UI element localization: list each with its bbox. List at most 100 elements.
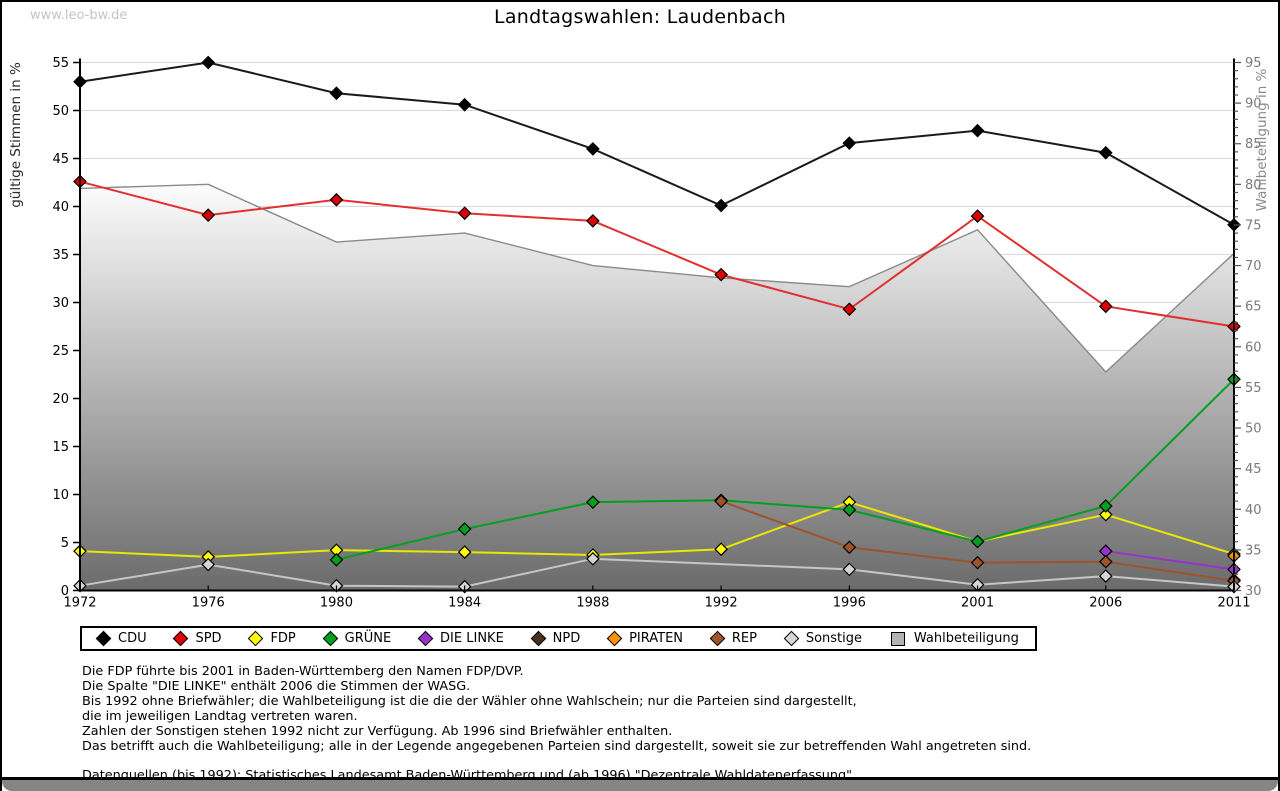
legend-item-die-linke: DIE LINKE — [417, 630, 504, 647]
x-tick-label: 1992 — [705, 596, 738, 611]
right-tick-label: 95 — [1245, 56, 1262, 71]
data-point-cdu — [457, 97, 472, 112]
legend-label: SPD — [195, 631, 222, 646]
left-tick-label: 55 — [52, 56, 69, 71]
legend-label: GRÜNE — [344, 631, 392, 646]
watermark: www.leo-bw.de — [30, 8, 128, 23]
legend-item-spd: SPD — [173, 630, 222, 647]
legend-diamond-cdu — [95, 630, 112, 647]
data-point-gr-ne — [1098, 499, 1113, 513]
data-point-cdu — [329, 86, 344, 101]
right-tick-label: 55 — [1245, 381, 1262, 396]
left-tick-label: 30 — [52, 296, 69, 311]
footnote-line: Zahlen der Sonstigen stehen 1992 nicht z… — [82, 723, 673, 739]
legend-square-wahlbeteiligung — [890, 631, 905, 646]
left-tick-label: 45 — [52, 152, 69, 167]
series-line-cdu — [79, 61, 1235, 226]
footnote-line: Das betrifft auch die Wahlbeteiligung; a… — [82, 738, 1032, 754]
right-tick-label: 65 — [1245, 300, 1262, 315]
right-tick-label: 90 — [1245, 97, 1262, 112]
series-line-fdp — [79, 501, 1235, 558]
window-bottom-frame — [2, 777, 1278, 791]
right-tick-label: 75 — [1245, 218, 1262, 233]
x-tick-label: 1988 — [576, 596, 609, 611]
legend-item-gr-ne: GRÜNE — [322, 630, 392, 647]
left-tick-label: 25 — [52, 344, 69, 359]
left-axis-title: gültige Stimmen in % — [8, 62, 24, 208]
left-tick-label: 15 — [52, 440, 69, 455]
data-point-cdu — [970, 123, 985, 138]
right-tick-label: 30 — [1245, 584, 1262, 599]
data-point-rep — [842, 540, 857, 555]
footnotes: Die FDP führte bis 2001 in Baden-Württem… — [82, 664, 1032, 784]
x-tick-label: 1996 — [833, 596, 866, 611]
left-tick-label: 35 — [52, 248, 69, 263]
legend-label: NPD — [552, 631, 581, 646]
data-point-gr-ne — [457, 522, 472, 536]
legend-label: DIE LINKE — [440, 631, 504, 646]
data-point-cdu — [1098, 145, 1113, 160]
data-point-cdu — [714, 198, 728, 213]
legend-diamond-gr-ne — [322, 630, 338, 647]
x-tick-label: 2011 — [1217, 596, 1250, 611]
right-tick-label: 50 — [1245, 422, 1262, 437]
data-point-spd — [201, 208, 216, 222]
legend-label: REP — [731, 631, 757, 646]
turnout-outline — [79, 183, 1235, 373]
data-point-spd — [970, 209, 985, 223]
data-point-spd — [1098, 299, 1113, 314]
data-point-gr-ne — [842, 503, 857, 517]
legend-label: CDU — [118, 631, 147, 646]
legend-diamond-rep — [709, 630, 726, 647]
data-point-spd — [842, 302, 857, 317]
legend-diamond-npd — [530, 630, 546, 647]
legend-item-fdp: FDP — [248, 630, 296, 647]
legend-label: Sonstige — [805, 631, 863, 646]
legend-label: FDP — [270, 631, 296, 646]
legend-item-wahlbeteiligung: Wahlbeteiligung — [890, 631, 1019, 646]
x-tick-label: 2001 — [961, 596, 994, 611]
legend-diamond-sonstige — [783, 630, 800, 647]
x-tick-label: 1984 — [448, 596, 481, 611]
legend-label: PIRATEN — [629, 631, 684, 646]
data-point-gr-ne — [586, 495, 600, 510]
data-point-cdu — [842, 136, 857, 150]
legend-item-cdu: CDU — [95, 630, 147, 647]
series-line-die-linke — [1105, 550, 1235, 571]
left-tick-label: 50 — [52, 104, 69, 119]
legend-diamond-die-linke — [417, 630, 434, 647]
series-line-gr-ne — [336, 378, 1235, 561]
series-line-spd — [79, 180, 1235, 328]
legend-item-piraten: PIRATEN — [606, 630, 684, 647]
left-tick-label: 20 — [52, 392, 69, 407]
data-point-sonstige — [842, 562, 857, 577]
footnote-line: die im jeweiligen Landtag vertreten ware… — [82, 708, 358, 724]
left-tick-label: 40 — [52, 200, 69, 215]
data-point-sonstige — [586, 551, 600, 566]
right-tick-label: 70 — [1245, 259, 1262, 274]
legend-diamond-spd — [173, 630, 189, 647]
axes: 0 5 10 15 20 25 30 35 40 45 50 55 30 35 40 45 50 55 60 65 70… — [8, 56, 1270, 611]
left-tick-label: 10 — [52, 488, 69, 503]
left-tick-label: 0 — [61, 584, 69, 599]
legend-label: Wahlbeteiligung — [913, 631, 1019, 646]
data-point-spd — [586, 214, 600, 228]
page-title: Landtagswahlen: Laudenbach — [493, 6, 787, 28]
legend-diamond-fdp — [248, 630, 264, 647]
data-point-sonstige — [201, 557, 216, 572]
right-tick-label: 40 — [1245, 503, 1262, 518]
data-point-gr-ne — [329, 552, 344, 567]
data-point-spd — [714, 267, 728, 282]
data-point-rep — [1098, 554, 1113, 569]
x-tick-label: 1980 — [320, 596, 353, 611]
footnote-line: Die Spalte "DIE LINKE" enthält 2006 die … — [82, 678, 471, 694]
series-gr-ne — [329, 372, 1241, 567]
data-point-cdu — [201, 55, 216, 70]
data-point-sonstige — [1098, 569, 1113, 583]
data-point-spd — [329, 192, 344, 207]
legend: CDU SPD FDP GRÜNE DIE LINKE NPD PIRATEN REP Sons… — [80, 626, 1037, 651]
data-point-spd — [457, 206, 472, 221]
x-tick-label: 1976 — [192, 596, 225, 611]
data-point-fdp — [714, 542, 728, 557]
data-point-rep — [714, 494, 728, 509]
